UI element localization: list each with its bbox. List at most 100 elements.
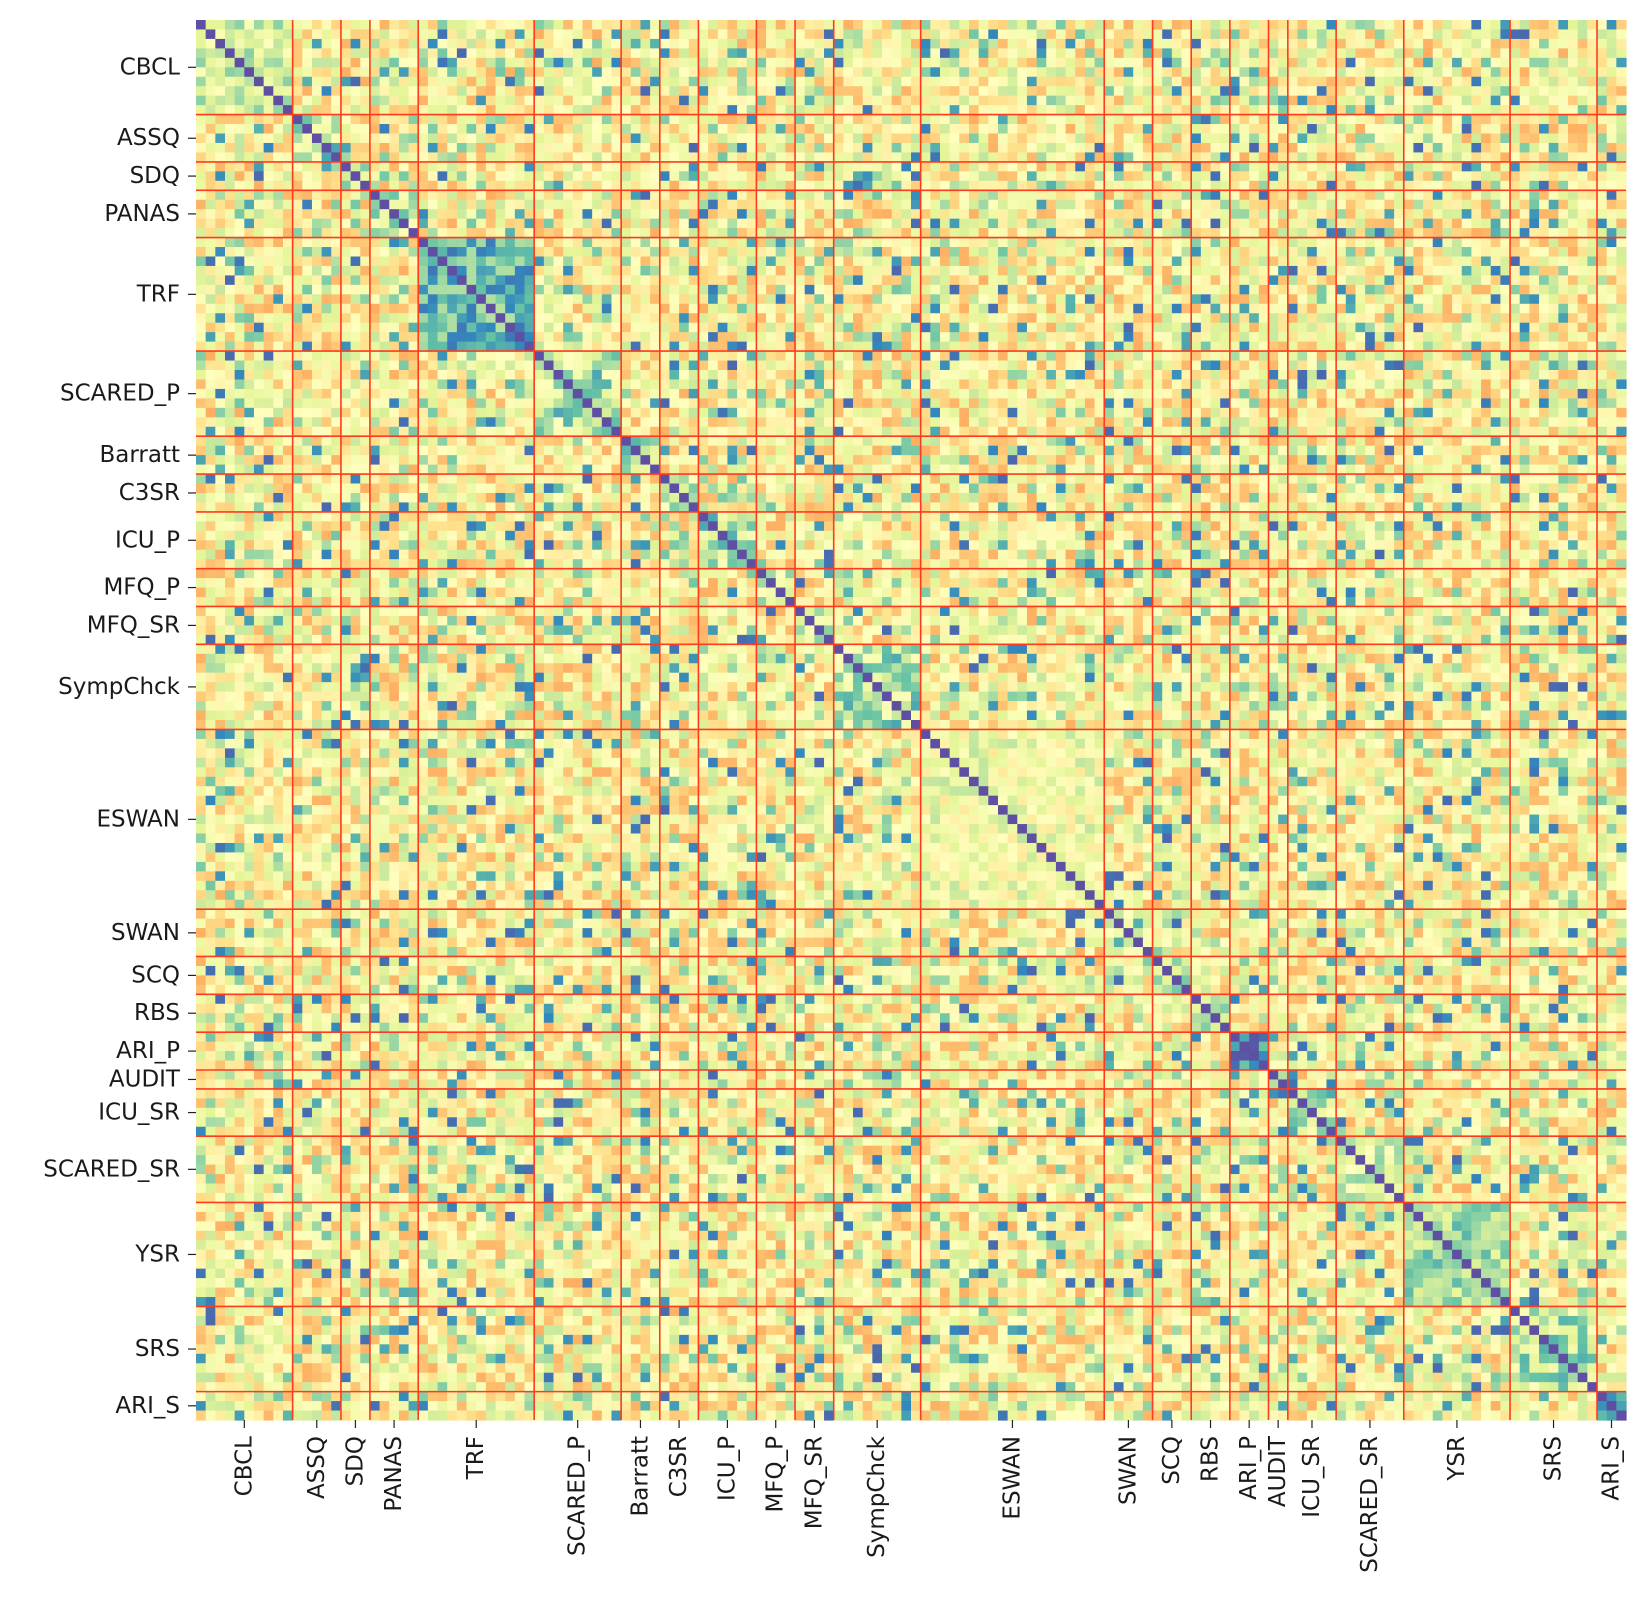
- heatmap-cell: [427, 180, 439, 191]
- heatmap-cell: [659, 142, 671, 154]
- heatmap-cell: [1084, 171, 1096, 182]
- heatmap-cell: [601, 124, 613, 135]
- heatmap-cell: [1423, 209, 1434, 220]
- heatmap-cell: [988, 86, 999, 97]
- heatmap-cell: [1500, 133, 1511, 144]
- heatmap-cell: [292, 152, 303, 163]
- heatmap-cell: [1519, 20, 1530, 31]
- heatmap-cell: [224, 209, 236, 220]
- heatmap-cell: [679, 303, 690, 314]
- heatmap-cell: [688, 67, 700, 78]
- heatmap-cell: [1529, 95, 1540, 106]
- heatmap-cell: [282, 265, 294, 277]
- heatmap-cell: [1606, 275, 1617, 286]
- heatmap-cell: [669, 199, 680, 210]
- heatmap-cell: [1548, 95, 1559, 106]
- heatmap-cell: [959, 265, 970, 277]
- heatmap-cell: [1510, 152, 1521, 163]
- heatmap-cell: [514, 67, 526, 78]
- heatmap-cell: [1123, 38, 1134, 49]
- heatmap-cell: [1162, 265, 1173, 277]
- heatmap-cell: [1548, 275, 1559, 286]
- heatmap-cell: [1113, 161, 1125, 172]
- heatmap-cell: [1249, 180, 1260, 191]
- heatmap-cell: [340, 332, 352, 343]
- heatmap-cell: [1500, 161, 1511, 172]
- heatmap-cell: [1142, 20, 1154, 31]
- heatmap-cell: [1104, 67, 1115, 78]
- heatmap-cell: [1210, 114, 1221, 125]
- heatmap-cell: [1297, 48, 1308, 59]
- heatmap-cell: [273, 114, 284, 125]
- heatmap-cell: [447, 124, 458, 135]
- heatmap-cell: [1258, 152, 1270, 163]
- heatmap-cell: [1577, 142, 1588, 154]
- heatmap-cell: [572, 38, 584, 49]
- heatmap-cell: [408, 218, 419, 229]
- heatmap-cell: [978, 313, 989, 324]
- heatmap-cell: [650, 247, 661, 258]
- heatmap-cell: [495, 86, 506, 97]
- heatmap-cell: [1287, 67, 1299, 78]
- heatmap-cell: [1568, 228, 1579, 239]
- heatmap-cell: [311, 275, 323, 286]
- heatmap-cell: [795, 86, 806, 97]
- heatmap-cell: [1394, 313, 1405, 324]
- heatmap-cell: [862, 199, 873, 210]
- heatmap-cell: [795, 275, 806, 286]
- heatmap-cell: [1123, 114, 1134, 125]
- heatmap-cell: [398, 190, 410, 201]
- heatmap-cell: [959, 190, 970, 201]
- heatmap-cell: [1548, 199, 1559, 210]
- heatmap-cell: [331, 190, 342, 201]
- heatmap-cell: [1510, 313, 1521, 324]
- heatmap-cell: [495, 76, 506, 87]
- heatmap-cell: [746, 152, 757, 163]
- heatmap-cell: [1046, 180, 1057, 191]
- heatmap-cell: [930, 284, 941, 295]
- heatmap-cell: [698, 114, 709, 125]
- heatmap-cell: [524, 190, 535, 201]
- heatmap-cell: [427, 265, 439, 277]
- heatmap-cell: [1558, 284, 1569, 295]
- heatmap-cell: [321, 228, 332, 239]
- heatmap-cell: [282, 209, 294, 220]
- heatmap-cell: [1529, 133, 1540, 144]
- heatmap-cell: [1133, 265, 1144, 277]
- heatmap-cell: [1519, 322, 1530, 333]
- heatmap-cell: [1249, 86, 1260, 97]
- heatmap-cell: [196, 265, 207, 277]
- heatmap-cell: [292, 218, 303, 229]
- heatmap-cell: [727, 95, 738, 106]
- heatmap-cell: [968, 190, 980, 201]
- heatmap-cell: [1461, 294, 1472, 305]
- heatmap-cell: [756, 142, 767, 154]
- heatmap-cell: [930, 86, 941, 97]
- heatmap-cell: [862, 228, 873, 239]
- heatmap-cell: [939, 38, 951, 49]
- heatmap-cell: [1191, 48, 1202, 59]
- heatmap-cell: [408, 275, 419, 286]
- heatmap-cell: [766, 95, 777, 106]
- heatmap-cell: [1075, 152, 1086, 163]
- heatmap-cell: [1519, 284, 1530, 295]
- heatmap-cell: [1094, 256, 1105, 267]
- heatmap-cell: [1210, 105, 1221, 116]
- heatmap-cell: [1220, 275, 1231, 286]
- heatmap-cell: [611, 322, 622, 333]
- heatmap-cell: [1452, 303, 1463, 314]
- heatmap-cell: [1432, 142, 1444, 154]
- heatmap-cell: [543, 190, 555, 201]
- heatmap-cell: [1162, 303, 1173, 314]
- heatmap-cell: [920, 48, 931, 59]
- heatmap-cell: [939, 20, 951, 31]
- heatmap-cell: [1113, 171, 1125, 182]
- heatmap-cell: [514, 275, 526, 286]
- heatmap-cell: [563, 303, 574, 314]
- heatmap-cell: [263, 171, 274, 182]
- heatmap-cell: [263, 48, 274, 59]
- heatmap-cell: [553, 237, 564, 248]
- heatmap-cell: [196, 76, 207, 87]
- heatmap-cell: [1403, 171, 1415, 182]
- heatmap-cell: [1442, 95, 1453, 106]
